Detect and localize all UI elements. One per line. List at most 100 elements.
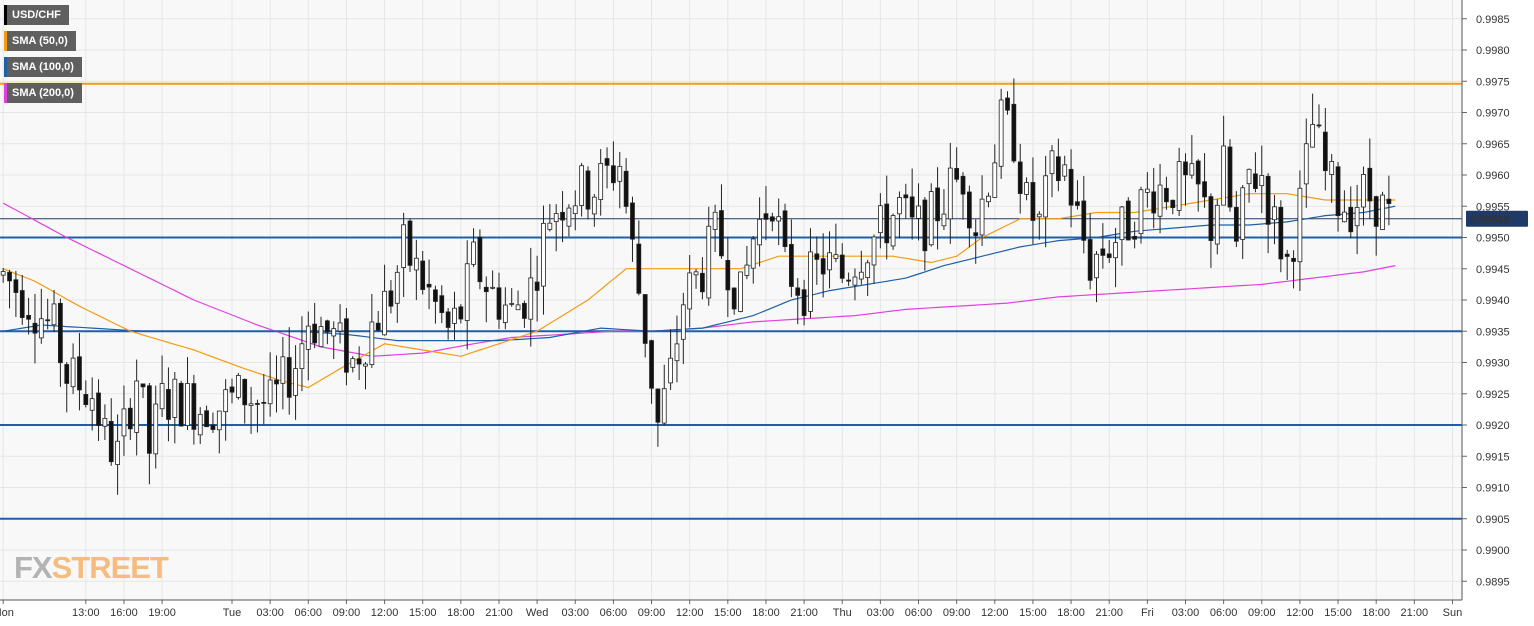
candle-body-down (1195, 160, 1201, 185)
candle-body-up (337, 322, 343, 332)
candle-body-down (127, 407, 133, 430)
candle (261, 374, 267, 425)
candle-body-down (426, 283, 432, 288)
y-tick-label: 0.9960 (1476, 170, 1510, 182)
candle-body-up (1240, 187, 1246, 240)
candle (1208, 193, 1214, 268)
candle-body-up (541, 222, 546, 287)
candle (331, 321, 337, 360)
candle-body-down (1151, 191, 1157, 214)
candle-body-up (591, 196, 597, 215)
candle-body-down (26, 315, 31, 320)
candle-body-up (159, 383, 165, 410)
candle-body-up (757, 218, 762, 246)
candle (7, 269, 12, 309)
candle-body-down (64, 364, 70, 384)
candle-body-up (1062, 164, 1068, 177)
candle (471, 228, 476, 268)
candle-body-down (846, 279, 851, 282)
candle (617, 151, 623, 209)
x-tick-label: 12:00 (981, 607, 1009, 619)
candle (750, 236, 756, 284)
candle (274, 355, 279, 413)
candle-body-up (1113, 242, 1118, 259)
candle-body-up (808, 251, 813, 312)
candle (433, 285, 438, 324)
candle (420, 251, 426, 295)
candle (1164, 176, 1169, 210)
candle (827, 231, 832, 289)
y-tick-label: 0.9895 (1476, 576, 1510, 588)
candle (134, 359, 140, 456)
candle (223, 379, 229, 441)
candle-body-up (528, 277, 534, 320)
x-tick-label: 12:00 (371, 607, 399, 619)
candle-body-up (890, 215, 896, 247)
legend-item-sma200[interactable]: SMA (200,0) (4, 83, 82, 103)
candle-body-up (38, 318, 44, 339)
candle (1030, 157, 1036, 245)
candle-body-up (668, 357, 673, 384)
candle (591, 193, 597, 227)
candle (706, 206, 712, 306)
candle-body-down (356, 358, 362, 365)
candle-body-down (1253, 173, 1258, 189)
candle (242, 378, 248, 424)
candle (846, 272, 851, 286)
candle-body-up (928, 191, 934, 246)
candle-body-up (1043, 175, 1049, 218)
candle (897, 191, 902, 239)
candle-body-down (655, 388, 661, 423)
candle-body-up (738, 271, 743, 312)
candle-body-up (413, 257, 419, 271)
candle-body-down (623, 170, 629, 207)
x-tick-label: 12:00 (676, 607, 704, 619)
candle (401, 212, 407, 298)
candle (566, 204, 572, 237)
candle (299, 316, 305, 392)
candle-body-up (1380, 194, 1385, 230)
candle-body-up (979, 198, 985, 236)
candle-body-up (1259, 175, 1265, 187)
candle (1017, 143, 1023, 214)
candle-body-up (369, 321, 375, 366)
candle-body-up (1024, 182, 1029, 195)
candle (1335, 162, 1341, 232)
candle (655, 388, 661, 447)
y-tick-label: 0.9950 (1476, 233, 1510, 245)
x-tick-label: 03:00 (1172, 607, 1200, 619)
candle-body-up (858, 271, 864, 280)
y-tick-label: 0.9955 (1476, 201, 1510, 213)
candle-body-up (1329, 161, 1335, 175)
candle-body-down (1265, 175, 1271, 225)
candle-body-up (776, 216, 782, 222)
candle (1284, 249, 1290, 280)
candle-body-up (1176, 161, 1182, 211)
candle (26, 297, 31, 335)
candle-body-down (255, 403, 260, 405)
candle-body-down (839, 254, 845, 279)
legend-item-sma100[interactable]: SMA (100,0) (4, 57, 82, 77)
candle-body-up (1189, 163, 1195, 176)
x-tick-label: 15:00 (1019, 607, 1047, 619)
legend-item-usdchf[interactable]: USD/CHF (4, 5, 69, 25)
candle-body-down (966, 191, 972, 229)
candle (115, 414, 120, 495)
candle (1170, 199, 1176, 215)
candle (426, 259, 432, 310)
candle-body-up (1342, 211, 1347, 223)
candle (560, 191, 565, 243)
x-tick-label: 21:00 (485, 607, 513, 619)
x-tick-label: 15:00 (409, 607, 437, 619)
candle-body-up (871, 236, 877, 266)
candle-body-down (1081, 200, 1087, 241)
candle (58, 298, 63, 387)
candle-body-up (998, 99, 1004, 167)
legend-item-sma50[interactable]: SMA (50,0) (4, 31, 76, 51)
candle-body-up (1144, 188, 1150, 193)
candle-body-up (89, 398, 95, 411)
candle-body-down (96, 392, 101, 426)
candle-body-up (947, 167, 953, 220)
candle-body-down (763, 213, 769, 220)
